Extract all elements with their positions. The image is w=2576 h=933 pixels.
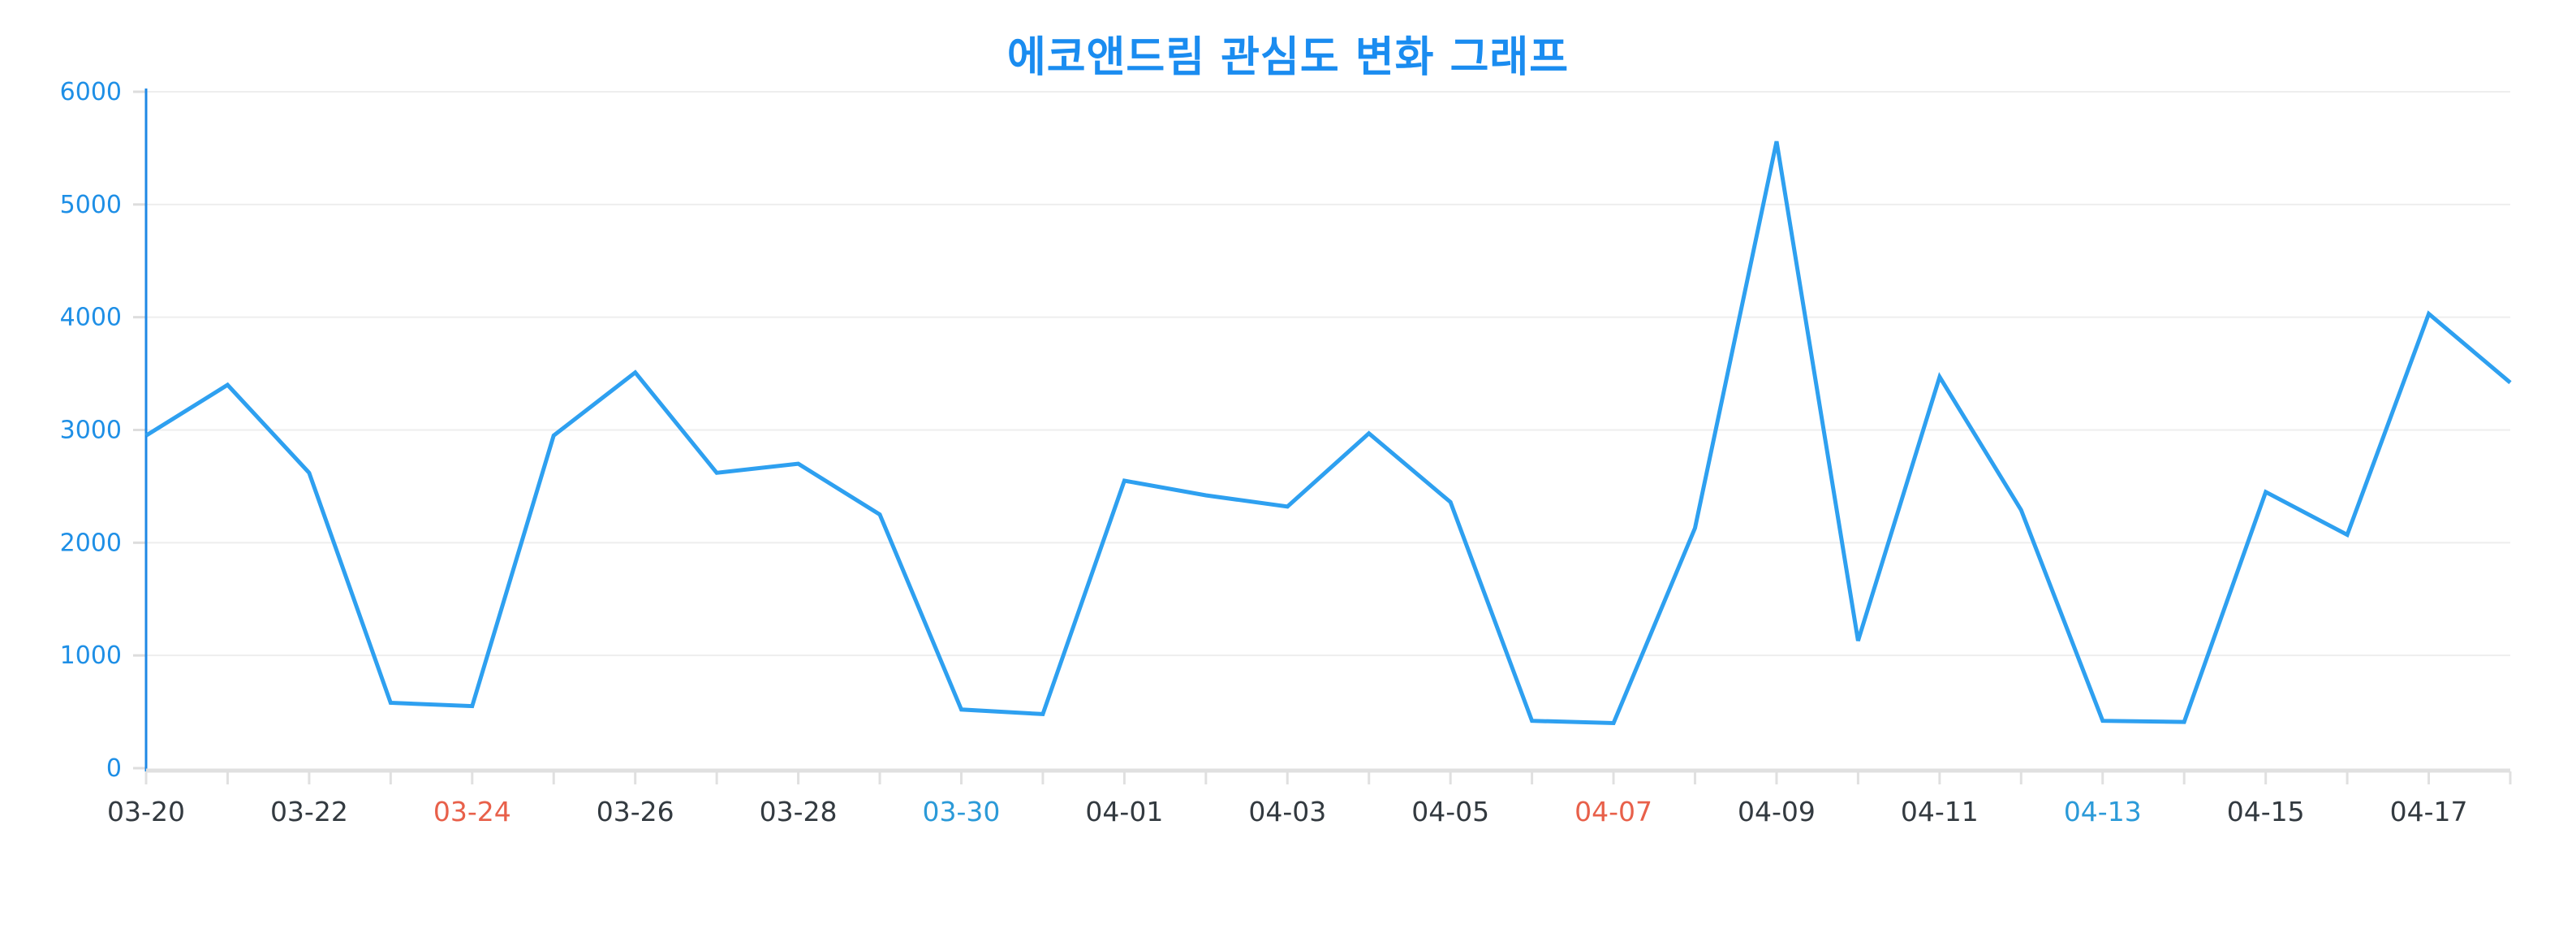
gridlines <box>146 91 2510 657</box>
chart-title: 에코앤드림 관심도 변화 그래프 <box>1006 33 1570 82</box>
x-tick-label: 03-20 <box>107 796 185 827</box>
y-tick-label: 4000 <box>60 304 122 332</box>
x-tick-label: 03-24 <box>433 796 511 827</box>
y-tick-label: 5000 <box>60 191 122 219</box>
x-tick-label: 04-13 <box>2064 796 2142 827</box>
series-line <box>144 140 2512 726</box>
x-tick-label: 03-22 <box>270 796 348 827</box>
x-tick-label: 04-17 <box>2390 796 2468 827</box>
x-tick-label: 04-07 <box>1574 796 1652 827</box>
x-tick-label: 03-28 <box>760 796 838 827</box>
x-tick-label: 04-15 <box>2227 796 2305 827</box>
y-axis: 0 1000 2000 3000 4000 5000 6000 <box>60 78 148 783</box>
x-tick-label: 04-09 <box>1738 796 1816 827</box>
y-tick-label: 0 <box>106 754 122 783</box>
x-tick-label: 04-01 <box>1085 796 1163 827</box>
x-tick-label: 03-26 <box>597 796 674 827</box>
y-tick-label: 6000 <box>60 78 122 106</box>
x-tick-label: 04-05 <box>1411 796 1489 827</box>
y-tick-label: 3000 <box>60 417 122 445</box>
y-tick-label: 1000 <box>60 641 122 670</box>
x-tick-label: 03-30 <box>923 796 1001 827</box>
x-tick-label: 04-11 <box>1901 796 1979 827</box>
y-tick-label: 2000 <box>60 529 122 557</box>
x-axis: 03-20 03-22 03-24 03-26 03-28 03-30 04-01 04-03… <box>107 768 2512 827</box>
data-series <box>144 140 2512 726</box>
x-tick-label: 04-03 <box>1248 796 1326 827</box>
